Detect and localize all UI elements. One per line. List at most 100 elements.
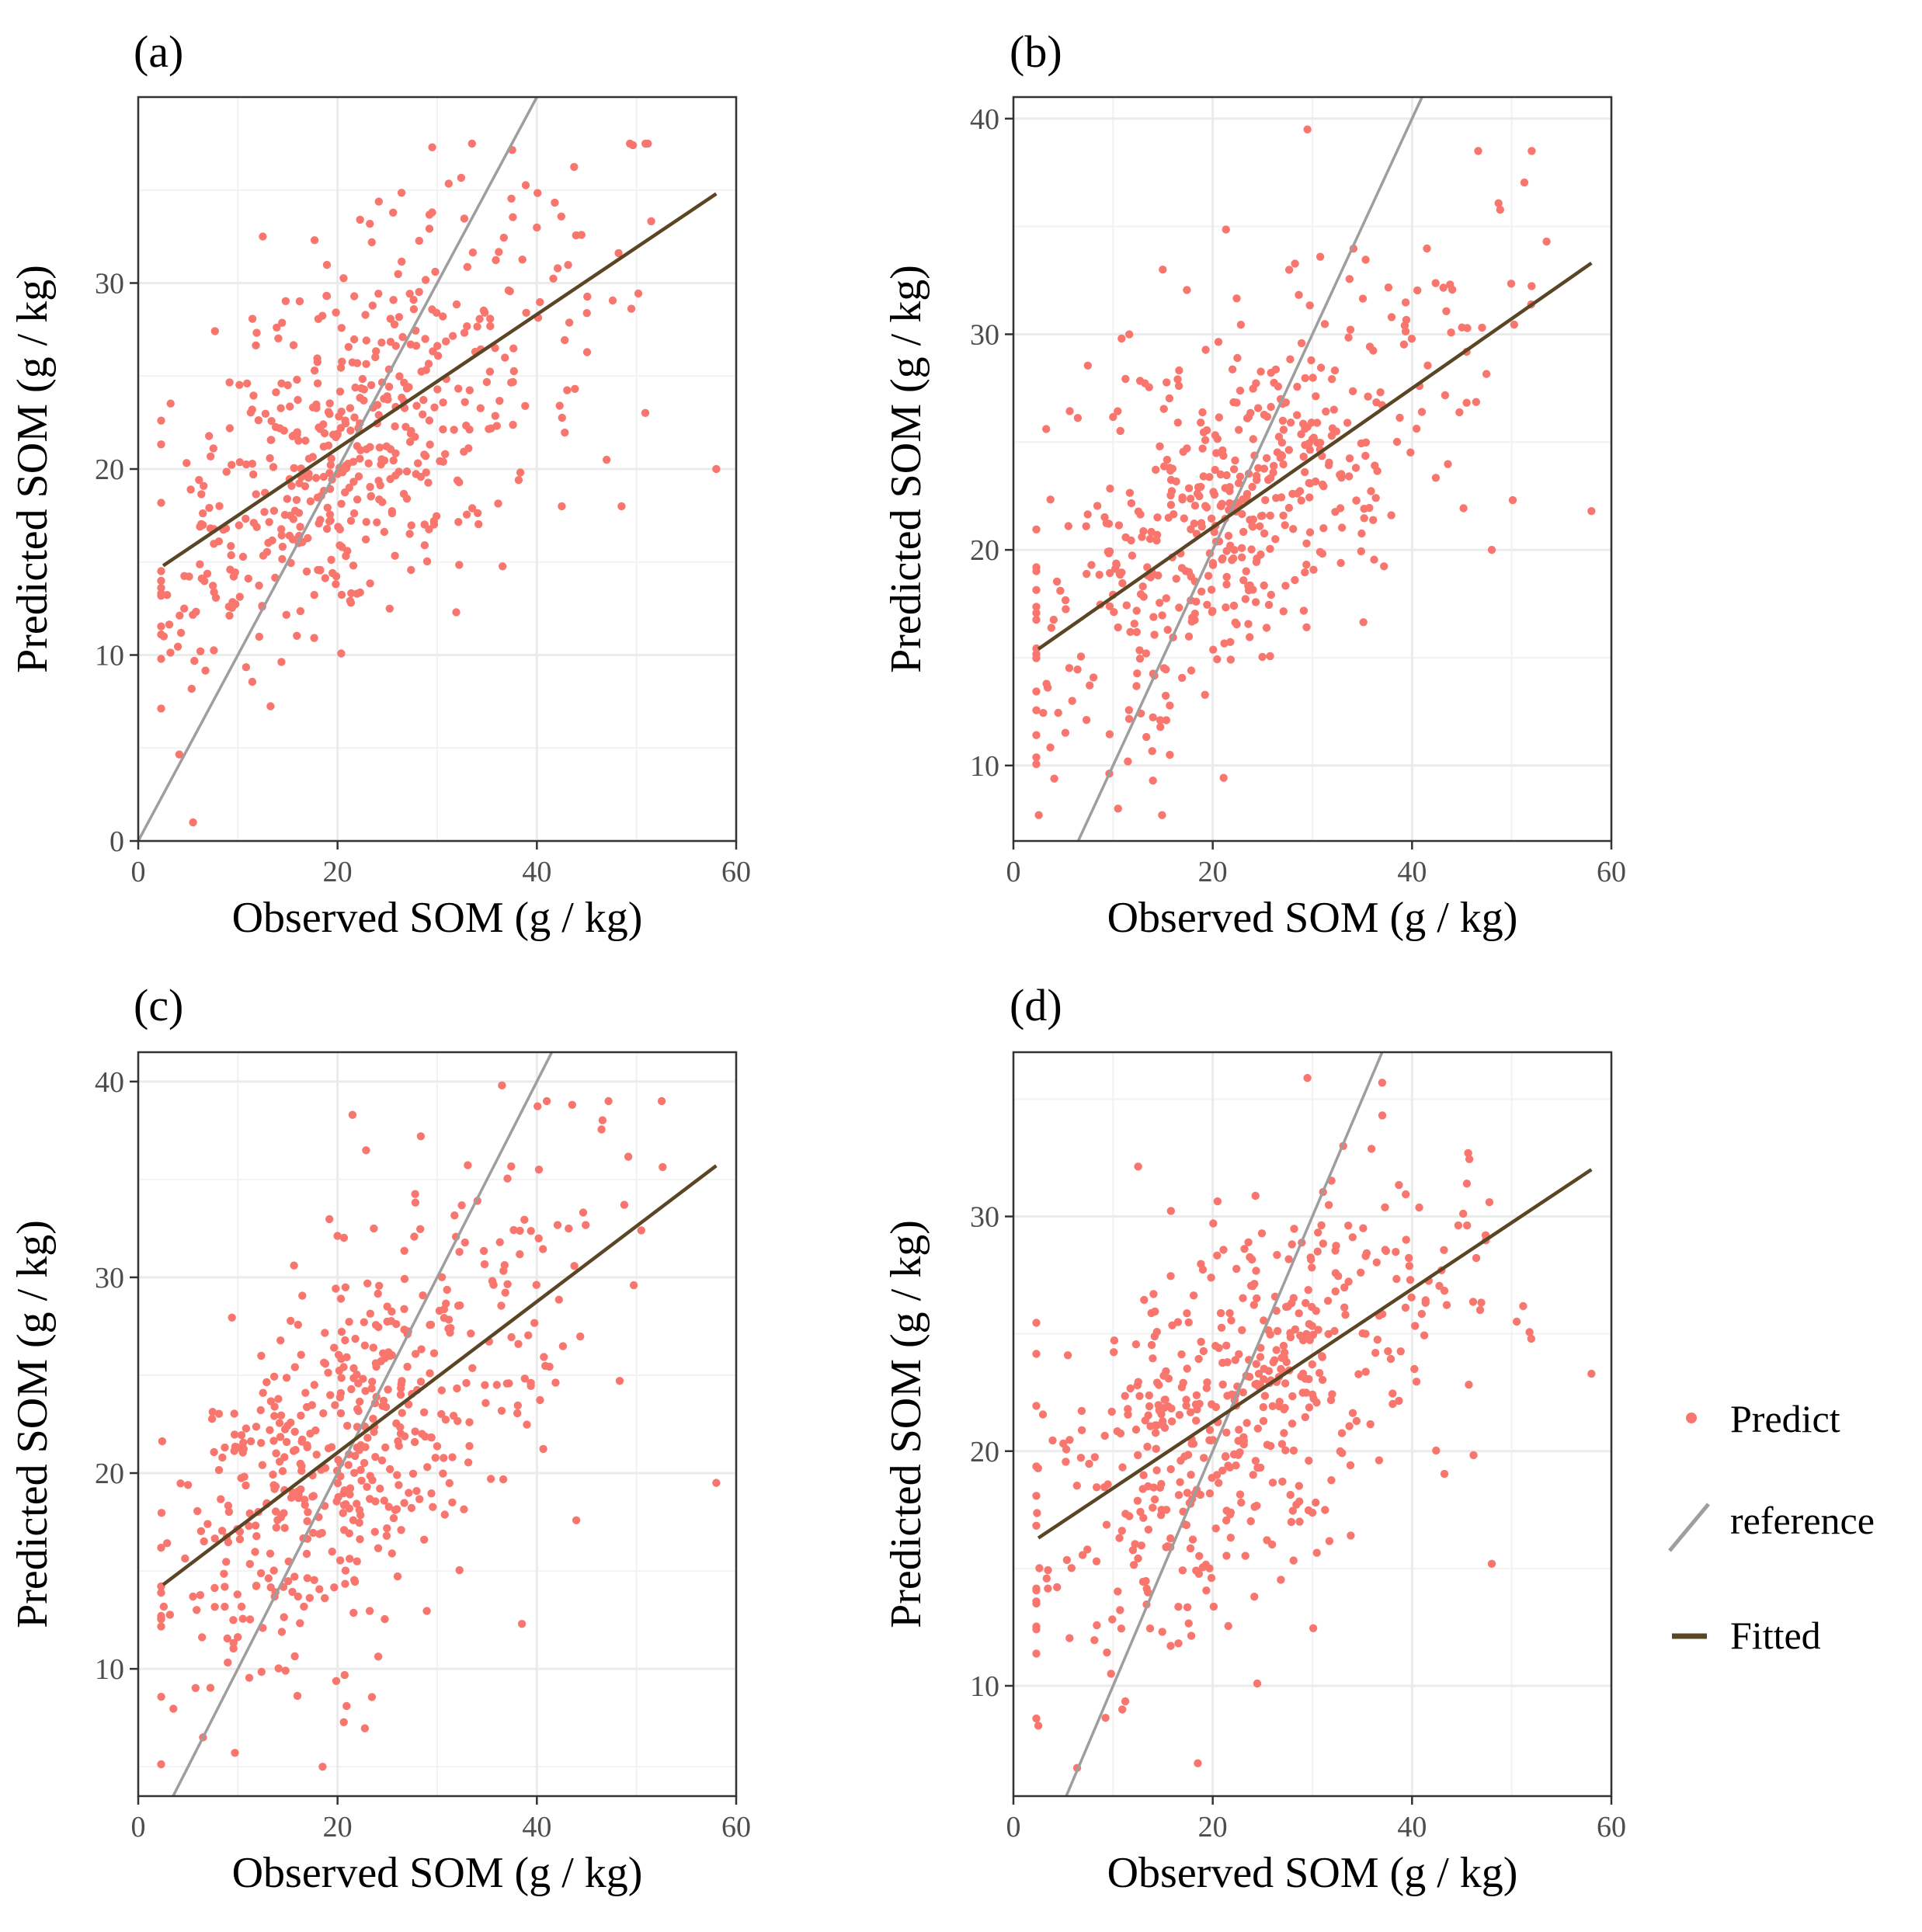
data-point bbox=[1234, 1437, 1243, 1445]
data-point bbox=[406, 429, 415, 438]
data-point bbox=[1032, 1597, 1041, 1606]
data-point bbox=[1384, 283, 1393, 292]
data-point bbox=[422, 1607, 431, 1615]
data-point bbox=[712, 464, 721, 474]
data-point bbox=[1140, 1295, 1149, 1305]
data-point bbox=[1032, 1586, 1041, 1595]
data-point bbox=[417, 1345, 426, 1353]
data-point bbox=[467, 139, 476, 148]
data-point bbox=[1225, 1308, 1234, 1318]
data-point bbox=[228, 460, 236, 469]
data-point bbox=[1280, 1429, 1288, 1437]
data-point bbox=[1465, 1381, 1473, 1389]
data-point bbox=[1281, 1379, 1290, 1388]
data-point bbox=[319, 472, 328, 481]
data-point bbox=[1229, 465, 1239, 474]
data-point bbox=[1297, 339, 1306, 348]
data-point bbox=[361, 1387, 370, 1395]
data-point bbox=[407, 1503, 416, 1513]
data-point bbox=[346, 1555, 354, 1563]
y-axis-title: Predicted SOM (g / kg) bbox=[882, 1220, 930, 1628]
data-point bbox=[1128, 1546, 1138, 1555]
data-point bbox=[1209, 1219, 1218, 1228]
data-point bbox=[346, 516, 356, 525]
data-point bbox=[321, 574, 329, 582]
data-point bbox=[553, 264, 562, 273]
reference-line bbox=[138, 97, 539, 841]
data-point bbox=[1186, 1544, 1195, 1553]
data-point bbox=[522, 308, 530, 317]
data-point bbox=[356, 1397, 364, 1406]
data-point bbox=[262, 1378, 271, 1387]
data-point bbox=[1410, 1364, 1419, 1374]
data-point bbox=[1266, 511, 1274, 520]
data-point bbox=[425, 210, 434, 219]
data-point bbox=[1297, 430, 1305, 439]
data-point bbox=[262, 547, 272, 556]
data-point bbox=[1158, 1628, 1166, 1636]
data-point bbox=[1243, 489, 1252, 499]
data-point bbox=[1100, 1431, 1109, 1440]
data-point bbox=[461, 398, 469, 406]
data-point bbox=[341, 1336, 349, 1345]
data-point bbox=[1399, 340, 1409, 349]
data-point bbox=[386, 314, 394, 323]
data-point bbox=[349, 1516, 358, 1524]
data-point bbox=[371, 1453, 380, 1461]
data-point bbox=[230, 1430, 239, 1439]
data-point bbox=[1465, 1155, 1474, 1163]
data-point bbox=[1325, 1537, 1334, 1545]
data-point bbox=[181, 1554, 189, 1563]
data-point bbox=[353, 442, 362, 450]
data-point bbox=[1226, 541, 1235, 550]
data-point bbox=[491, 412, 499, 420]
data-point bbox=[400, 1499, 408, 1507]
data-point bbox=[518, 255, 527, 264]
data-point bbox=[1384, 1346, 1392, 1356]
data-point bbox=[1392, 437, 1402, 447]
data-point bbox=[411, 1427, 419, 1436]
y-tick-label: 30 bbox=[970, 1201, 999, 1234]
data-point bbox=[1068, 697, 1076, 705]
data-point bbox=[1184, 1318, 1193, 1327]
data-point bbox=[281, 297, 290, 305]
data-point bbox=[1337, 473, 1346, 482]
data-point bbox=[349, 478, 358, 486]
data-point bbox=[367, 238, 376, 247]
reference-line bbox=[1076, 97, 1424, 841]
data-point bbox=[1251, 1457, 1260, 1465]
data-point bbox=[394, 1441, 403, 1451]
data-point bbox=[225, 378, 234, 387]
data-point bbox=[509, 367, 518, 376]
data-point bbox=[1032, 586, 1041, 594]
data-point bbox=[1032, 1625, 1041, 1634]
data-point bbox=[280, 510, 290, 519]
data-point bbox=[341, 1579, 349, 1588]
data-point bbox=[310, 236, 319, 245]
data-point bbox=[1406, 1276, 1415, 1284]
data-point bbox=[1348, 1409, 1357, 1417]
data-point bbox=[452, 300, 461, 309]
data-point bbox=[1199, 472, 1208, 481]
data-point bbox=[367, 380, 376, 390]
data-point bbox=[430, 403, 439, 412]
data-point bbox=[1125, 330, 1134, 339]
data-point bbox=[239, 1444, 248, 1454]
data-point bbox=[1459, 504, 1468, 513]
data-point bbox=[203, 569, 212, 578]
data-point bbox=[1439, 283, 1448, 292]
data-point bbox=[1156, 716, 1165, 724]
data-point bbox=[1237, 1498, 1246, 1507]
data-point bbox=[1182, 1402, 1190, 1410]
data-point bbox=[1197, 482, 1205, 492]
data-point bbox=[1187, 572, 1196, 581]
data-point bbox=[551, 198, 559, 207]
fitted-line bbox=[162, 1164, 718, 1586]
data-point bbox=[1032, 1319, 1041, 1327]
data-point bbox=[1164, 513, 1173, 522]
data-point bbox=[1089, 673, 1098, 682]
data-point bbox=[173, 642, 182, 651]
data-point bbox=[1307, 1255, 1316, 1264]
data-point bbox=[1295, 1517, 1304, 1526]
data-point bbox=[1052, 577, 1062, 586]
